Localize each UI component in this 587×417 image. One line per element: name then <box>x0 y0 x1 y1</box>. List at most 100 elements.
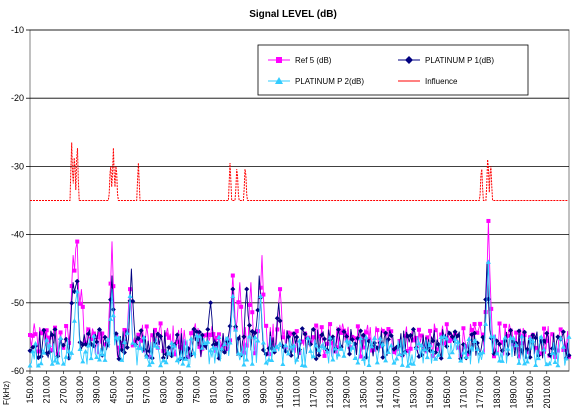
x-tick-label: 1830.00 <box>492 376 502 409</box>
data-point <box>486 218 491 223</box>
legend-item-influence: Influence <box>398 77 458 86</box>
data-point <box>472 330 478 336</box>
data-point <box>172 352 177 357</box>
data-point <box>230 293 236 298</box>
data-point <box>183 341 188 346</box>
x-tick-label: 1890.00 <box>508 376 518 409</box>
data-point <box>196 329 202 335</box>
data-point <box>458 358 464 363</box>
data-point <box>480 334 486 340</box>
data-point <box>522 329 528 335</box>
data-point <box>124 344 130 350</box>
data-point <box>275 327 280 332</box>
data-point <box>60 342 66 348</box>
data-point <box>52 327 58 333</box>
data-point <box>224 335 230 341</box>
data-point <box>514 330 519 335</box>
data-point <box>466 336 472 341</box>
data-point <box>533 345 538 350</box>
data-point <box>383 330 389 336</box>
data-point <box>344 334 350 340</box>
data-point <box>352 355 358 360</box>
data-point <box>260 339 266 345</box>
data-point <box>397 339 402 344</box>
data-point <box>544 330 550 336</box>
data-point <box>94 335 99 340</box>
data-point <box>449 349 455 355</box>
data-point <box>364 330 369 335</box>
data-point <box>319 325 324 330</box>
data-point <box>549 346 555 352</box>
data-point <box>205 339 211 344</box>
data-point <box>116 335 122 340</box>
data-point <box>46 342 52 347</box>
data-point <box>328 322 333 327</box>
data-point <box>174 357 180 363</box>
data-point <box>485 259 491 264</box>
data-point <box>30 348 36 354</box>
data-point <box>380 328 385 333</box>
data-point <box>355 324 360 329</box>
x-tick-label: 1290.00 <box>342 376 352 409</box>
data-point <box>377 335 383 341</box>
data-point <box>135 336 141 342</box>
data-point <box>160 355 166 361</box>
data-point <box>175 339 180 344</box>
data-point <box>116 356 122 362</box>
data-point <box>564 347 569 352</box>
data-point <box>530 338 536 343</box>
y-tick-label: -60 <box>11 366 24 376</box>
data-point <box>530 332 536 338</box>
data-point <box>263 359 269 365</box>
data-point <box>83 348 89 354</box>
data-point <box>399 362 405 367</box>
data-point <box>197 344 202 349</box>
influence-line <box>30 142 569 201</box>
legend-label-ref5: Ref 5 (dB) <box>295 56 332 65</box>
data-point <box>460 349 466 355</box>
x-tick-label: 1110.00 <box>292 376 302 407</box>
data-point <box>78 301 83 306</box>
data-point <box>50 348 55 353</box>
data-point <box>324 349 330 354</box>
data-point <box>241 350 246 355</box>
data-point <box>261 292 266 297</box>
data-point <box>560 344 566 349</box>
y-axis-ticks: -10 -20 -30 -40 -50 -60 <box>11 25 30 376</box>
data-point <box>61 345 66 350</box>
data-point <box>338 346 344 351</box>
data-point <box>375 328 380 333</box>
data-point <box>436 347 441 352</box>
y-tick-label: -30 <box>11 161 24 171</box>
data-point <box>119 341 124 346</box>
data-point <box>311 335 316 340</box>
data-point <box>52 358 58 363</box>
data-point <box>302 331 308 337</box>
data-point <box>127 293 133 298</box>
legend-item-ref5: Ref 5 (dB) <box>268 56 332 65</box>
data-point <box>108 281 113 286</box>
data-point <box>313 342 319 348</box>
gridlines <box>30 29 569 372</box>
data-point <box>363 334 369 340</box>
data-point <box>389 329 394 334</box>
data-point <box>419 333 424 338</box>
data-point <box>80 358 86 364</box>
x-tick-label: 450.00 <box>108 376 118 404</box>
data-point <box>547 360 553 366</box>
data-point <box>274 344 280 349</box>
data-point <box>539 351 544 356</box>
data-point <box>180 347 185 352</box>
data-point <box>86 327 91 332</box>
data-point <box>555 362 561 368</box>
data-point <box>369 343 375 349</box>
data-point <box>310 353 316 359</box>
data-point <box>238 351 244 356</box>
x-tick-label: 570.00 <box>142 376 152 404</box>
data-point <box>372 347 377 352</box>
data-point <box>405 363 411 368</box>
data-point <box>183 356 189 361</box>
data-point <box>386 327 391 332</box>
data-point <box>336 345 341 350</box>
